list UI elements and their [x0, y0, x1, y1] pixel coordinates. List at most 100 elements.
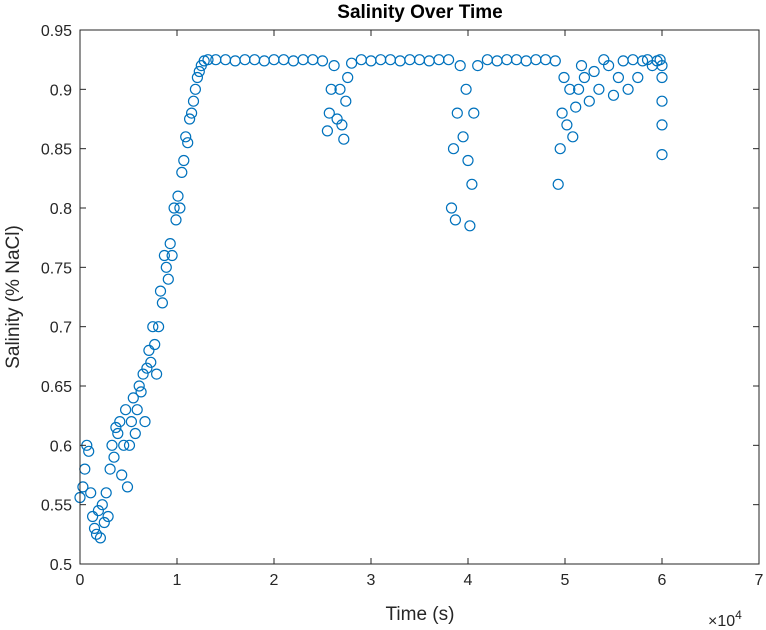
data-point — [443, 54, 455, 66]
data-point — [607, 89, 620, 101]
data-point — [110, 421, 122, 434]
data-point — [549, 55, 561, 67]
data-point — [149, 338, 161, 351]
data-point — [602, 59, 615, 72]
x-tick-label: 5 — [561, 572, 570, 589]
data-point — [445, 202, 458, 214]
data-point — [119, 404, 132, 416]
y-axis: 0.5 0.55 0.6 0.65 0.7 0.75 0.8 0.85 0.9 0.95 — [41, 23, 759, 574]
data-point — [88, 522, 101, 535]
data-point — [460, 83, 472, 95]
data-point — [567, 131, 579, 143]
data-point — [141, 362, 153, 374]
data-point — [90, 528, 103, 540]
y-tick-label: 0.65 — [41, 379, 72, 396]
data-point — [184, 113, 196, 125]
data-point — [656, 59, 668, 72]
data-point — [156, 297, 168, 309]
data-point — [131, 404, 143, 416]
data-point — [572, 83, 585, 95]
data-point — [100, 487, 112, 499]
data-point — [186, 107, 198, 119]
data-point — [147, 321, 159, 333]
data-point — [342, 71, 354, 84]
data-point — [77, 481, 89, 493]
data-point — [187, 95, 200, 107]
data-point — [92, 505, 105, 517]
data-point — [127, 392, 139, 404]
data-point — [325, 83, 337, 95]
data-point — [583, 95, 595, 107]
data-point — [656, 119, 668, 131]
data-point — [570, 101, 582, 113]
data-point — [85, 487, 97, 499]
data-point — [451, 107, 463, 119]
y-tick-label: 0.9 — [50, 82, 72, 99]
data-point — [338, 133, 350, 145]
data-point — [139, 416, 151, 428]
data-point — [164, 238, 176, 250]
data-point — [588, 65, 600, 78]
data-point — [449, 214, 461, 226]
x-tick-label: 2 — [270, 572, 279, 589]
axes-box — [79, 29, 760, 565]
data-point — [106, 439, 118, 451]
data-point — [121, 481, 134, 493]
data-point — [96, 499, 108, 511]
data-point — [129, 427, 141, 440]
data-point — [154, 285, 167, 297]
data-point — [172, 190, 184, 202]
data-point — [174, 202, 186, 214]
x-tick-label: 6 — [658, 572, 667, 589]
data-point — [151, 368, 163, 380]
data-point — [447, 143, 460, 155]
data-point — [632, 71, 644, 84]
data-point — [178, 154, 190, 167]
data-point — [556, 107, 568, 119]
data-point — [578, 71, 591, 84]
data-point — [182, 137, 194, 149]
y-tick-label: 0.8 — [50, 201, 72, 218]
data-point — [466, 178, 478, 190]
data-point — [564, 83, 576, 95]
data-point — [168, 202, 180, 214]
data-point — [98, 516, 110, 529]
data-point — [340, 95, 352, 107]
data-point — [112, 427, 124, 440]
data-point — [108, 451, 120, 463]
data-point — [153, 321, 165, 333]
data-point — [116, 469, 128, 481]
data-point — [162, 273, 174, 285]
data-point — [118, 439, 130, 451]
data-point — [86, 510, 99, 523]
data-point — [346, 57, 358, 69]
data-point — [189, 83, 201, 95]
y-axis-label: Salinity (% NaCl) — [3, 225, 24, 369]
data-point — [316, 55, 329, 67]
x-axis-label: Time (s) — [386, 604, 455, 625]
data-point — [464, 220, 476, 232]
data-points — [74, 54, 668, 544]
data-point — [656, 95, 668, 107]
data-point — [558, 71, 570, 84]
data-point — [472, 59, 484, 72]
data-point — [328, 59, 340, 72]
x-tick-label: 7 — [755, 572, 764, 589]
data-point — [83, 445, 95, 457]
x-exponent-power: 4 — [735, 608, 742, 622]
data-point — [654, 54, 666, 66]
y-tick-label: 0.85 — [41, 142, 72, 159]
x-exponent-base: ×10 — [708, 613, 735, 630]
data-point — [170, 214, 182, 226]
data-point — [323, 107, 335, 119]
y-tick-label: 0.75 — [41, 260, 72, 277]
x-tick-label: 3 — [367, 572, 376, 589]
data-point — [94, 532, 107, 544]
data-point — [612, 71, 625, 84]
y-tick-label: 0.6 — [50, 438, 72, 455]
data-point — [636, 55, 649, 67]
x-tick-label: 1 — [173, 572, 182, 589]
data-point — [114, 416, 126, 428]
data-point — [321, 125, 333, 137]
